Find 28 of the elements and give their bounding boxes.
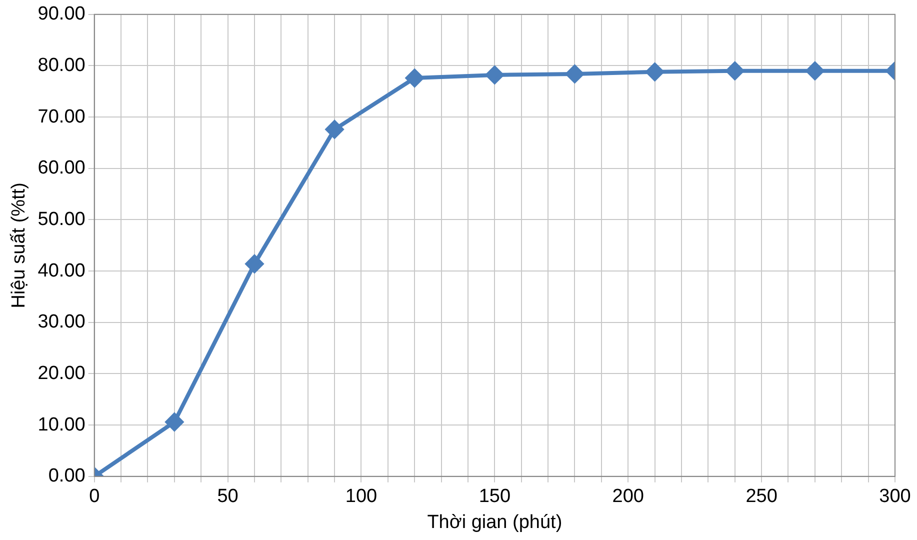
y-tick-label: 90.00	[38, 4, 86, 25]
y-tick-label: 80.00	[38, 54, 86, 76]
y-tick-label: 10.00	[38, 414, 86, 436]
point	[165, 412, 184, 431]
x-tick-label: 0	[89, 486, 100, 508]
y-tick-label: 30.00	[38, 312, 86, 333]
y-tick-label: 0.00	[48, 466, 86, 487]
point	[245, 254, 264, 273]
x-tick-label: 200	[612, 486, 644, 508]
x-tick-label: 100	[345, 486, 378, 508]
point	[806, 62, 824, 80]
point	[486, 66, 504, 84]
point	[566, 64, 584, 83]
y-tick-label: 60.00	[38, 158, 86, 179]
x-tick-label: 50	[217, 486, 238, 508]
y-tick-label: 20.00	[38, 362, 86, 384]
y-axis-title: Hiệu suất (%tt)	[8, 182, 30, 308]
point	[406, 69, 424, 88]
y-tick-label: 40.00	[38, 260, 86, 282]
point	[326, 120, 344, 138]
x-axis-title: Thời gian (phút)	[427, 512, 562, 533]
point	[726, 62, 744, 80]
point	[646, 62, 664, 81]
x-tick-label: 300	[879, 486, 911, 508]
x-tick-label: 250	[746, 486, 778, 508]
x-tick-label: 150	[478, 486, 511, 508]
y-tick-label: 50.00	[38, 208, 86, 230]
y-tick-label: 70.00	[38, 106, 86, 128]
